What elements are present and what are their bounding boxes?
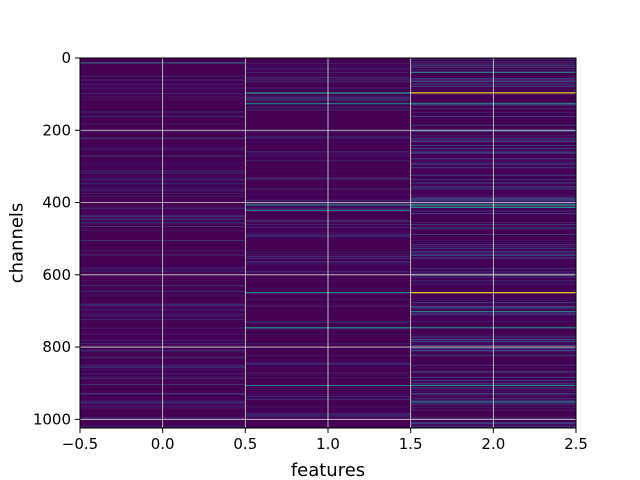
x-tick-label: 1.5 (399, 435, 423, 453)
y-axis: 0 200 400 600 800 1000 (33, 49, 80, 428)
y-tick-label: 800 (42, 338, 71, 356)
x-axis: −0.5 0.0 0.5 1.0 1.5 2.0 2.5 (62, 428, 588, 453)
plot-area (79, 57, 577, 429)
x-axis-label: features (291, 460, 365, 480)
x-tick-label: 0.5 (233, 435, 257, 453)
x-tick-label: 2.5 (564, 435, 588, 453)
y-tick-label: 0 (61, 49, 71, 67)
y-tick-label: 400 (42, 194, 71, 212)
x-tick-label: 0.0 (151, 435, 175, 453)
x-tick-label: 1.0 (316, 435, 340, 453)
y-tick-label: 600 (42, 266, 71, 284)
y-tick-label: 1000 (33, 410, 71, 428)
x-tick-label: −0.5 (62, 435, 98, 453)
x-tick-label: 2.0 (481, 435, 505, 453)
y-axis-label: channels (6, 203, 27, 284)
y-tick-label: 200 (42, 121, 71, 139)
